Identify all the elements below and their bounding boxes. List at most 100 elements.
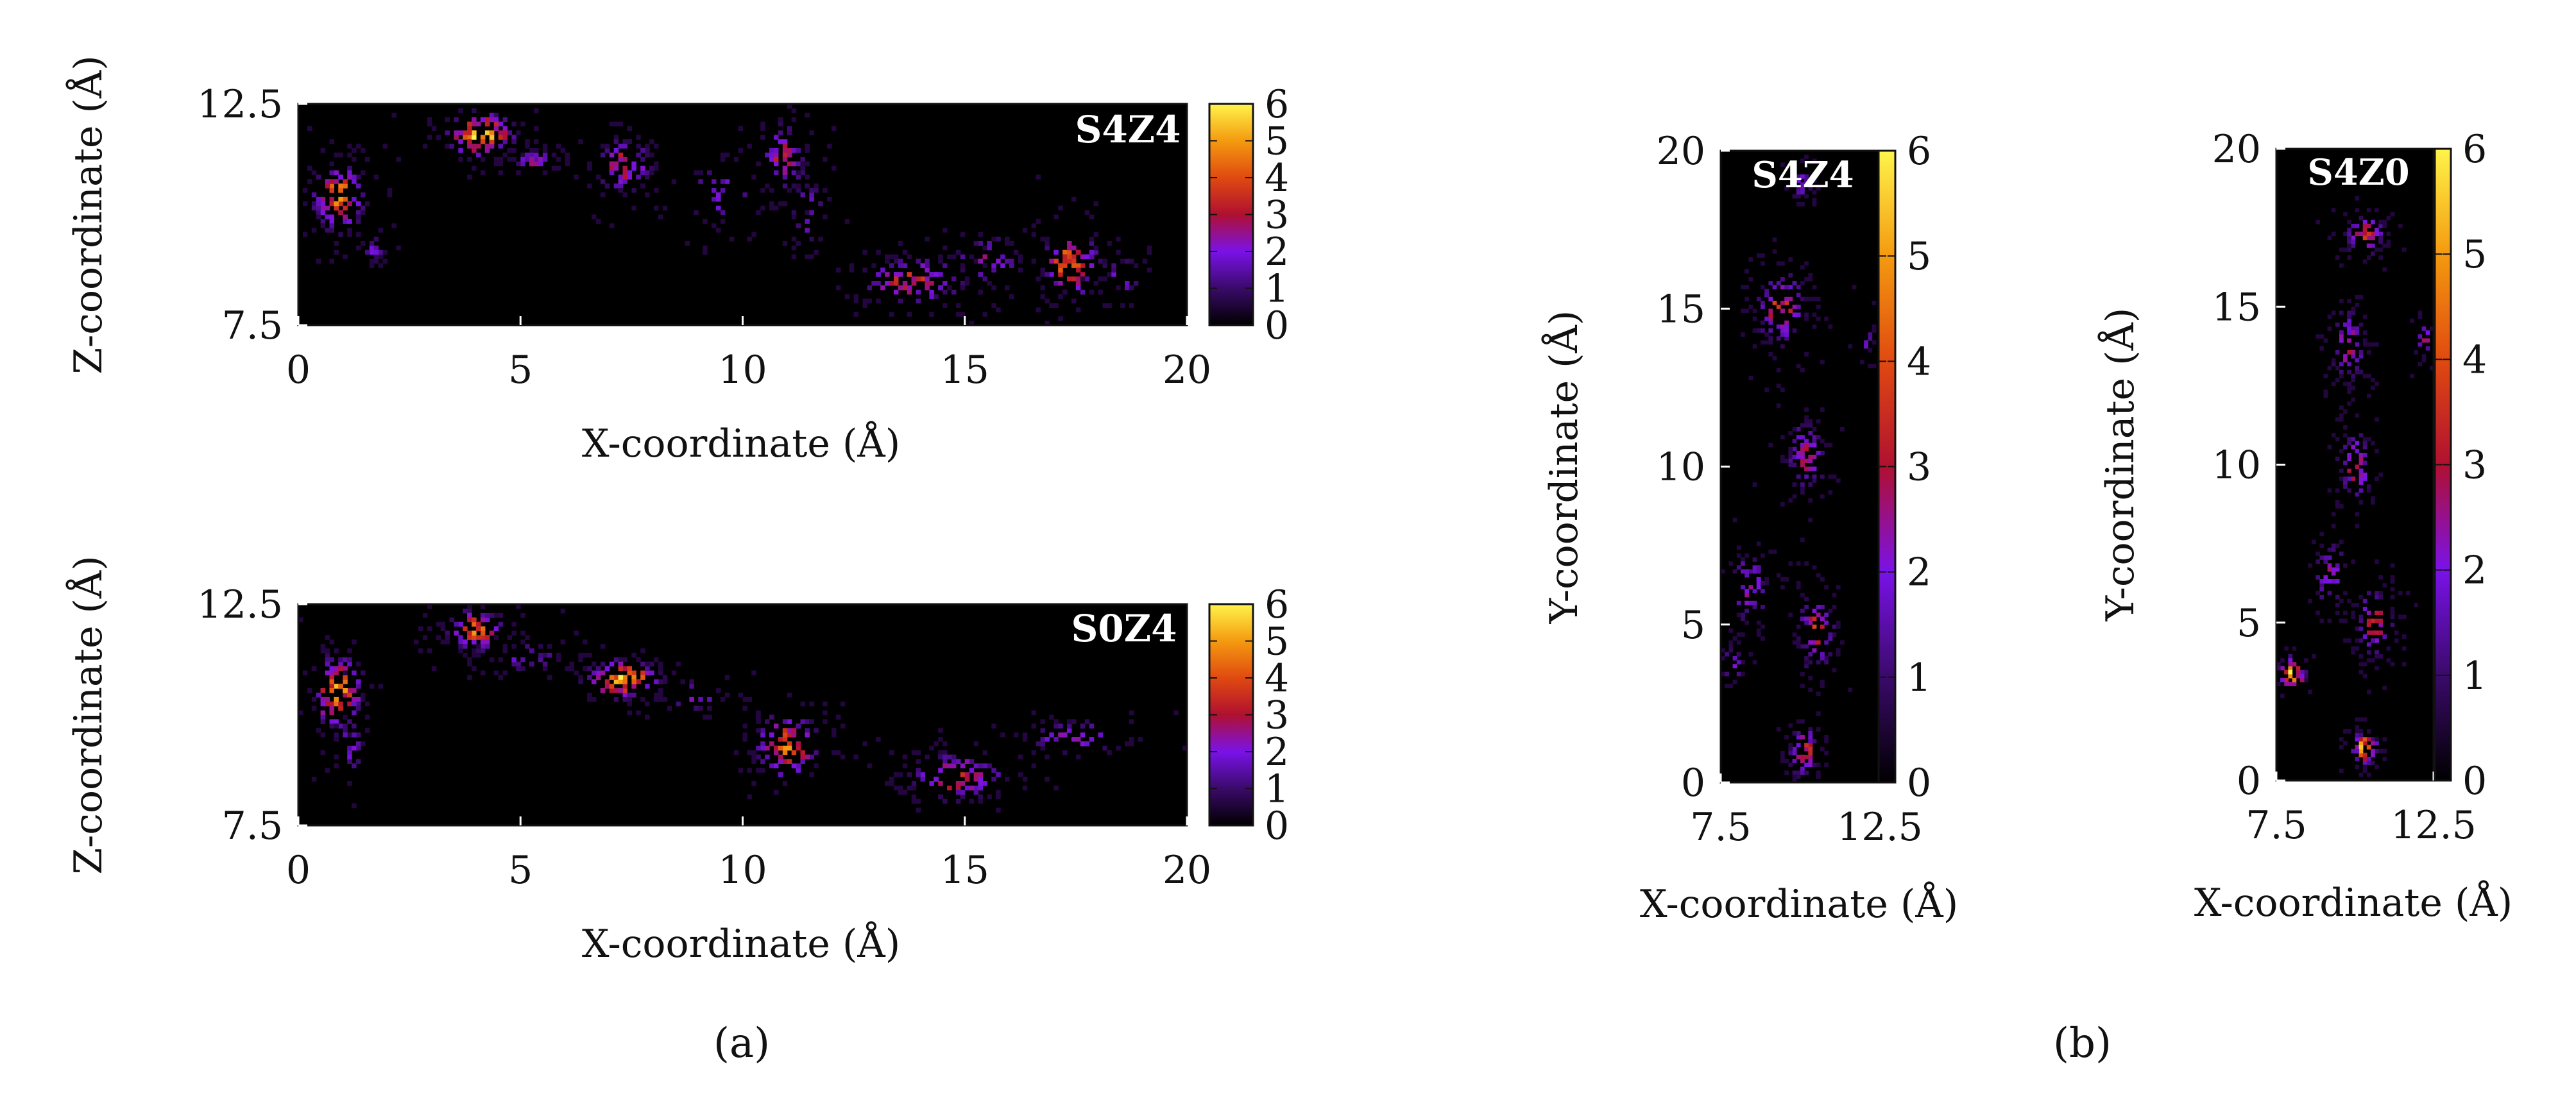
heatmap-cell xyxy=(1084,276,1090,282)
heatmap-cell xyxy=(885,254,890,260)
heatmap-cell xyxy=(2355,523,2360,528)
heatmap-cell xyxy=(853,294,859,300)
heatmap-cell xyxy=(1808,750,1813,756)
heatmap-cell xyxy=(356,661,361,667)
heatmap-cell xyxy=(1800,719,1805,724)
heatmap-cell xyxy=(1804,194,1809,199)
heatmap-cell xyxy=(867,763,872,768)
heatmap-cell xyxy=(1741,616,1745,621)
heatmap-cell xyxy=(955,790,961,795)
heatmap-cell xyxy=(1125,258,1130,264)
heatmap-cell xyxy=(1018,772,1023,777)
heatmap-cell xyxy=(2366,745,2371,750)
heatmap-cell xyxy=(987,763,992,768)
heatmap-cell xyxy=(516,170,521,175)
heatmap-cell xyxy=(2358,500,2364,505)
x-axis-label: X-coordinate (Å) xyxy=(1640,881,1958,927)
heatmap-cell xyxy=(307,126,312,131)
heatmap-cell xyxy=(800,156,805,162)
heatmap-cell xyxy=(805,228,810,233)
heatmap-cell xyxy=(2288,658,2293,663)
heatmap-cell xyxy=(774,135,779,140)
heatmap-cell xyxy=(1761,261,1765,266)
heatmap-cell xyxy=(920,276,925,282)
heatmap-cell xyxy=(454,621,459,627)
heatmap-cell xyxy=(520,639,525,645)
heatmap-cell xyxy=(2366,630,2371,635)
heatmap-cell xyxy=(2402,646,2407,651)
heatmap-cell xyxy=(973,258,979,264)
heatmap-cell xyxy=(1752,328,1757,333)
heatmap-cell xyxy=(1744,609,1749,613)
heatmap-cell xyxy=(2335,378,2340,382)
heatmap-cell xyxy=(1812,763,1817,767)
heatmap-cell xyxy=(1761,285,1765,290)
heatmap-cell xyxy=(618,675,624,680)
heatmap-cell xyxy=(1816,691,1821,697)
heatmap-cells xyxy=(298,604,1187,813)
heatmap-cell xyxy=(1744,593,1749,598)
heatmap-cell xyxy=(1792,446,1797,452)
heatmap-cell xyxy=(325,228,330,233)
heatmap-cell xyxy=(885,258,890,264)
heatmap-cell xyxy=(347,152,352,158)
heatmap-cell xyxy=(565,666,570,671)
heatmap-cell xyxy=(2382,219,2387,224)
heatmap-cell xyxy=(2351,235,2356,241)
heatmap-cell xyxy=(2335,567,2340,572)
heatmap-cell xyxy=(911,276,917,282)
heatmap-cell xyxy=(2366,650,2371,655)
heatmap-cell xyxy=(2390,662,2395,667)
heatmap-cell xyxy=(1776,336,1781,341)
heatmap-cell xyxy=(361,205,366,211)
x-tick-label: 5 xyxy=(508,848,533,893)
heatmap-cell xyxy=(960,267,966,273)
heatmap-cell xyxy=(1796,719,1801,724)
heatmap-cell xyxy=(338,723,343,729)
heatmap-cell xyxy=(2347,598,2351,604)
heatmap-cell xyxy=(622,684,627,689)
heatmap-cell xyxy=(1768,312,1773,317)
heatmap-cell xyxy=(493,121,499,127)
heatmap-cell xyxy=(698,705,703,711)
heatmap-cell xyxy=(742,723,747,729)
heatmap-cell xyxy=(489,630,495,636)
heatmap-cell xyxy=(307,688,312,693)
heatmap-cell xyxy=(1009,258,1014,264)
heatmap-cell xyxy=(782,170,788,175)
heatmap-cell xyxy=(343,205,348,211)
heatmap-cell xyxy=(329,196,334,202)
heatmap-cell xyxy=(2358,488,2364,493)
heatmap-cell xyxy=(1852,285,1857,290)
heatmap-cell xyxy=(902,285,908,291)
heatmap-cell xyxy=(1808,759,1813,763)
heatmap-cell xyxy=(769,205,774,211)
heatmap-cell xyxy=(796,174,801,180)
heatmap-cell xyxy=(871,281,876,286)
y-tick-label: 0 xyxy=(1681,761,1705,806)
heatmap-cell xyxy=(480,648,486,654)
heatmap-cell xyxy=(760,121,765,127)
heatmap-cell xyxy=(511,121,516,127)
heatmap-cell xyxy=(2347,314,2351,319)
heatmap-cell xyxy=(2331,433,2336,438)
heatmap-cell xyxy=(2347,350,2351,355)
heatmap-cell xyxy=(1804,664,1809,669)
heatmap-cell xyxy=(1784,324,1789,329)
heatmap-cell xyxy=(835,267,841,273)
heatmap-cell xyxy=(707,170,712,175)
heatmap-cell xyxy=(809,719,814,724)
heatmap-cell xyxy=(2378,618,2383,623)
colorbar-tick-label: 5 xyxy=(2462,232,2487,277)
heatmap-cell xyxy=(747,237,752,242)
heatmap-cell xyxy=(542,144,548,149)
heatmap-cell xyxy=(2375,448,2379,453)
heatmap-cell xyxy=(1093,245,1099,251)
heatmap-cell xyxy=(436,135,441,140)
heatmap-cell xyxy=(352,156,357,162)
heatmap-cell xyxy=(596,666,601,671)
heatmap-cell xyxy=(1089,249,1095,255)
heatmap-cell xyxy=(1748,375,1753,380)
heatmap-cell xyxy=(2347,232,2351,237)
heatmap-cell xyxy=(1075,754,1081,760)
